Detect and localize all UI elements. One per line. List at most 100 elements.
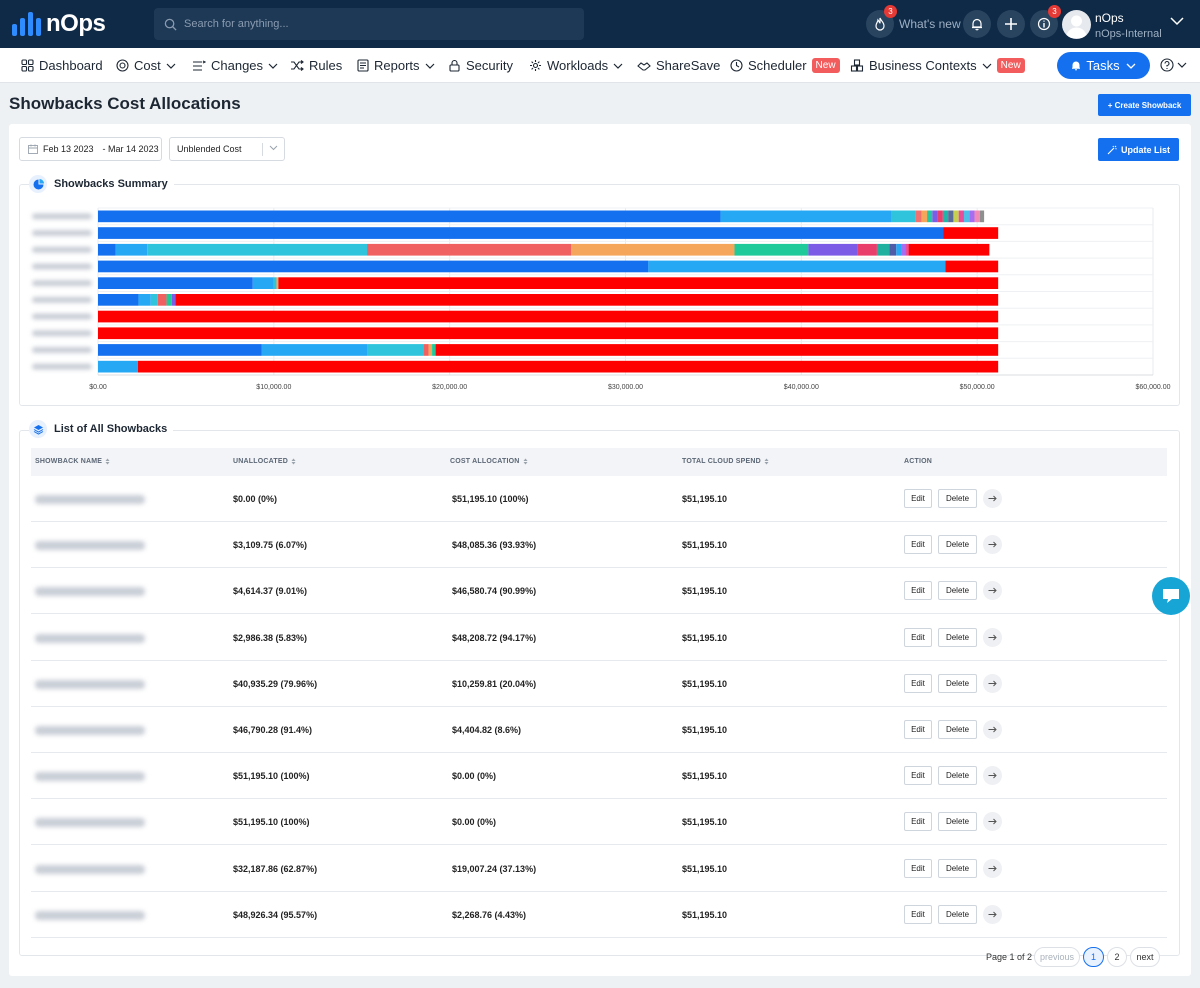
- cost-allocation-cell: $2,268.76 (4.43%): [452, 909, 527, 920]
- showback-name-redacted[interactable]: [35, 633, 145, 643]
- add-button[interactable]: [997, 10, 1025, 38]
- showback-name-redacted[interactable]: [35, 864, 145, 874]
- fire-button[interactable]: 3: [866, 5, 897, 38]
- nav-rules[interactable]: Rules: [290, 48, 342, 83]
- view-details-button[interactable]: [983, 812, 1002, 832]
- showback-name-redacted[interactable]: [35, 679, 145, 689]
- edit-button[interactable]: Edit: [904, 581, 932, 601]
- view-details-button[interactable]: [983, 858, 1002, 878]
- total-cloud-spend-cell: $51,195.10: [682, 540, 728, 551]
- create-showback-button[interactable]: + Create Showback: [1098, 94, 1191, 116]
- nops-logo[interactable]: nOps: [12, 10, 106, 37]
- showback-name-redacted[interactable]: [35, 495, 145, 504]
- nav-dashboard[interactable]: Dashboard: [21, 48, 103, 83]
- edit-button[interactable]: Edit: [904, 858, 932, 878]
- chevron-down-icon: [425, 63, 434, 69]
- column-header-name[interactable]: SHOWBACK NAME: [35, 458, 110, 465]
- edit-button[interactable]: Edit: [904, 720, 932, 739]
- arrow-right-icon: [988, 865, 997, 871]
- delete-button[interactable]: Delete: [938, 720, 977, 739]
- view-details-button[interactable]: [983, 673, 1002, 693]
- unallocated-cell: $0.00 (0%): [233, 494, 278, 504]
- whats-new-link[interactable]: What's new: [899, 17, 961, 31]
- nav-sharesave[interactable]: ShareSave: [637, 48, 720, 83]
- view-details-button[interactable]: [983, 489, 1002, 508]
- nav-scheduler[interactable]: Scheduler New: [730, 48, 840, 83]
- delete-button[interactable]: Delete: [938, 904, 977, 924]
- page-2-button[interactable]: 2: [1107, 947, 1127, 967]
- chevron-down-icon[interactable]: [1170, 17, 1184, 26]
- view-details-button[interactable]: [983, 535, 1002, 555]
- tasks-button[interactable]: Tasks: [1057, 52, 1150, 79]
- showback-name-redacted[interactable]: [35, 587, 145, 597]
- total-cloud-spend-cell: $51,195.10: [682, 678, 728, 689]
- edit-button[interactable]: Edit: [904, 627, 932, 647]
- edit-button[interactable]: Edit: [904, 489, 932, 508]
- showbacks-list-panel: [19, 430, 1180, 956]
- update-list-button[interactable]: Update List: [1098, 138, 1179, 161]
- edit-button[interactable]: Edit: [904, 535, 932, 555]
- previous-page-button[interactable]: previous: [1034, 947, 1080, 967]
- top-bar: nOps 3 What's new 3 nOps nOps-Internal: [0, 0, 1200, 48]
- next-page-button[interactable]: next: [1130, 947, 1160, 967]
- grid-icon: [21, 59, 34, 72]
- edit-button[interactable]: Edit: [904, 812, 932, 832]
- delete-button[interactable]: Delete: [938, 766, 977, 786]
- showback-name-redacted[interactable]: [35, 818, 145, 828]
- arrow-right-icon: [988, 495, 997, 502]
- column-header-total-cloud-spend[interactable]: TOTAL CLOUD SPEND: [682, 458, 769, 465]
- delete-button[interactable]: Delete: [938, 489, 977, 508]
- nav-reports[interactable]: Reports: [357, 48, 435, 83]
- chevron-down-icon: [268, 63, 278, 69]
- view-details-button[interactable]: [983, 904, 1002, 924]
- showback-name-redacted[interactable]: [35, 910, 145, 920]
- chat-widget-button[interactable]: [1152, 577, 1190, 615]
- nav-changes[interactable]: Changes: [192, 48, 278, 83]
- nav-business-contexts[interactable]: Business Contexts New: [850, 48, 1025, 83]
- table-row: $51,195.10 (100%) $0.00 (0%) $51,195.10 …: [31, 799, 1167, 846]
- avatar[interactable]: [1062, 10, 1091, 39]
- cost-type-select[interactable]: Unblended Cost: [169, 137, 285, 161]
- delete-button[interactable]: Delete: [938, 535, 977, 555]
- showback-name-redacted[interactable]: [35, 726, 145, 735]
- nav-security[interactable]: Security: [448, 48, 513, 83]
- column-header-cost-allocation[interactable]: COST ALLOCATION: [450, 458, 528, 465]
- search-input[interactable]: [184, 18, 564, 30]
- edit-button[interactable]: Edit: [904, 904, 932, 924]
- view-details-button[interactable]: [983, 766, 1002, 786]
- nav-cost[interactable]: Cost: [116, 48, 176, 83]
- showbacks-list-header: List of All Showbacks: [29, 420, 174, 438]
- help-menu[interactable]: [1160, 58, 1187, 72]
- showbacks-summary-title: Showbacks Summary: [54, 178, 168, 190]
- unallocated-cell: $2,986.38 (5.83%): [233, 632, 308, 643]
- table-row: $48,926.34 (95.57%) $2,268.76 (4.43%) $5…: [31, 892, 1167, 938]
- edit-button[interactable]: Edit: [904, 766, 932, 786]
- bell-icon: [972, 18, 982, 31]
- search-bar[interactable]: [154, 8, 584, 40]
- nav-workloads[interactable]: Workloads: [529, 48, 623, 83]
- delete-button[interactable]: Delete: [938, 812, 977, 832]
- page-summary: Page 1 of 2: [986, 952, 1033, 962]
- column-header-unallocated[interactable]: UNALLOCATED: [233, 458, 296, 465]
- notifications-button[interactable]: [963, 10, 991, 38]
- delete-button[interactable]: Delete: [938, 581, 977, 601]
- view-details-button[interactable]: [983, 720, 1002, 739]
- table-row: $4,614.37 (9.01%) $46,580.74 (90.99%) $5…: [31, 568, 1167, 615]
- date-range-picker[interactable]: Feb 13 2023 - Mar 14 2023: [19, 137, 162, 161]
- page-1-button[interactable]: 1: [1083, 947, 1104, 967]
- unallocated-cell: $46,790.28 (91.4%): [233, 725, 313, 735]
- showback-name-redacted[interactable]: [35, 772, 145, 782]
- total-cloud-spend-cell: $51,195.10: [682, 586, 728, 597]
- delete-button[interactable]: Delete: [938, 673, 977, 693]
- nav-security-label: Security: [466, 58, 513, 73]
- delete-button[interactable]: Delete: [938, 858, 977, 878]
- view-details-button[interactable]: [983, 581, 1002, 601]
- info-button[interactable]: 3: [1030, 5, 1061, 38]
- total-cloud-spend-cell: $51,195.10: [682, 863, 728, 874]
- delete-button[interactable]: Delete: [938, 627, 977, 647]
- showback-name-redacted[interactable]: [35, 541, 145, 551]
- unallocated-cell: $40,935.29 (79.96%): [233, 678, 318, 689]
- showbacks-summary-panel: [19, 184, 1180, 406]
- view-details-button[interactable]: [983, 627, 1002, 647]
- edit-button[interactable]: Edit: [904, 673, 932, 693]
